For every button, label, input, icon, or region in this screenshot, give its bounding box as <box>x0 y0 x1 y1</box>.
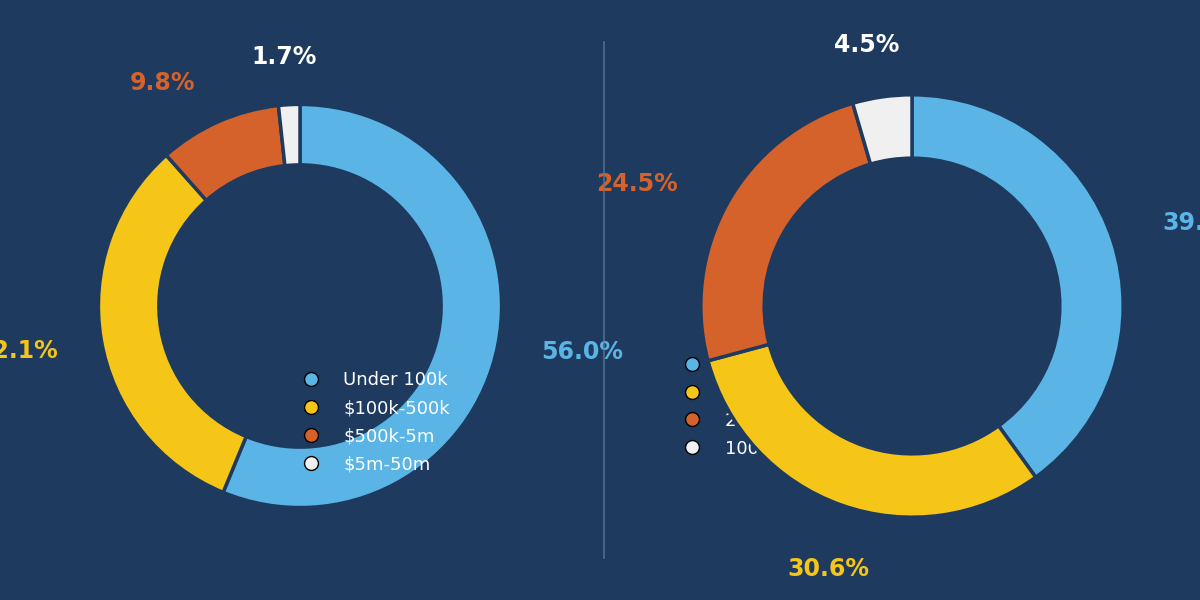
Wedge shape <box>853 95 912 164</box>
Text: 24.5%: 24.5% <box>596 172 678 196</box>
Wedge shape <box>701 103 870 361</box>
Wedge shape <box>912 95 1123 477</box>
Text: 32.1%: 32.1% <box>0 339 59 363</box>
Text: 4.5%: 4.5% <box>834 32 900 56</box>
Text: 1.7%: 1.7% <box>251 44 317 68</box>
Text: 9.8%: 9.8% <box>130 71 196 95</box>
Wedge shape <box>167 106 284 200</box>
Wedge shape <box>98 155 246 493</box>
Wedge shape <box>278 104 300 166</box>
Wedge shape <box>223 104 502 508</box>
Wedge shape <box>708 344 1036 517</box>
Text: 39.8%: 39.8% <box>1163 211 1200 235</box>
Text: 30.6%: 30.6% <box>787 557 870 581</box>
Text: 56.0%: 56.0% <box>541 340 624 364</box>
Legend: 1-4, 5-19, 20-99, 100-499: 1-4, 5-19, 20-99, 100-499 <box>668 350 805 463</box>
Legend: Under 100k, $100k-500k, $500k-5m, $5m-50m: Under 100k, $100k-500k, $500k-5m, $5m-50… <box>288 366 456 478</box>
